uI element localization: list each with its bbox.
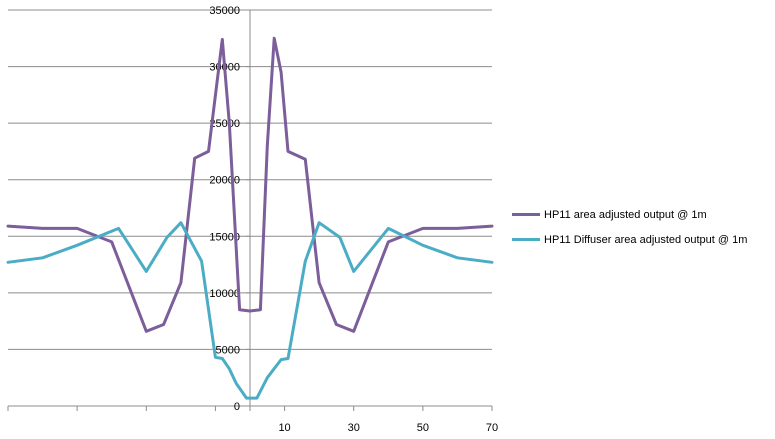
legend-swatch-0 [512,213,540,216]
y-tick-label-0: 0 [234,401,240,413]
legend-label-0: HP11 area adjusted output @ 1m [544,208,707,221]
y-tick-label-25000: 25000 [209,118,240,130]
legend-label-1: HP11 Diffuser area adjusted output @ 1m [544,233,748,246]
y-tick-label-10000: 10000 [209,288,240,300]
axes [7,9,493,411]
y-tick-label-35000: 35000 [209,5,240,17]
x-axis-tick-labels: 10 30 50 70 [278,422,498,434]
x-tick-label-70: 70 [486,422,498,434]
y-tick-label-20000: 20000 [209,175,240,187]
series-line-1 [6,221,494,400]
x-tick-label-10: 10 [278,422,290,434]
y-tick-label-5000: 5000 [216,344,240,356]
x-tick-label-30: 30 [348,422,360,434]
series-lines [6,36,494,400]
legend: HP11 area adjusted output @ 1m HP11 Diff… [512,202,747,252]
legend-item-1: HP11 Diffuser area adjusted output @ 1m [512,227,747,252]
x-tick-label-50: 50 [417,422,429,434]
legend-item-0: HP11 area adjusted output @ 1m [512,202,747,227]
legend-swatch-1 [512,238,540,241]
series-line-0 [6,36,494,333]
y-tick-label-15000: 15000 [209,231,240,243]
